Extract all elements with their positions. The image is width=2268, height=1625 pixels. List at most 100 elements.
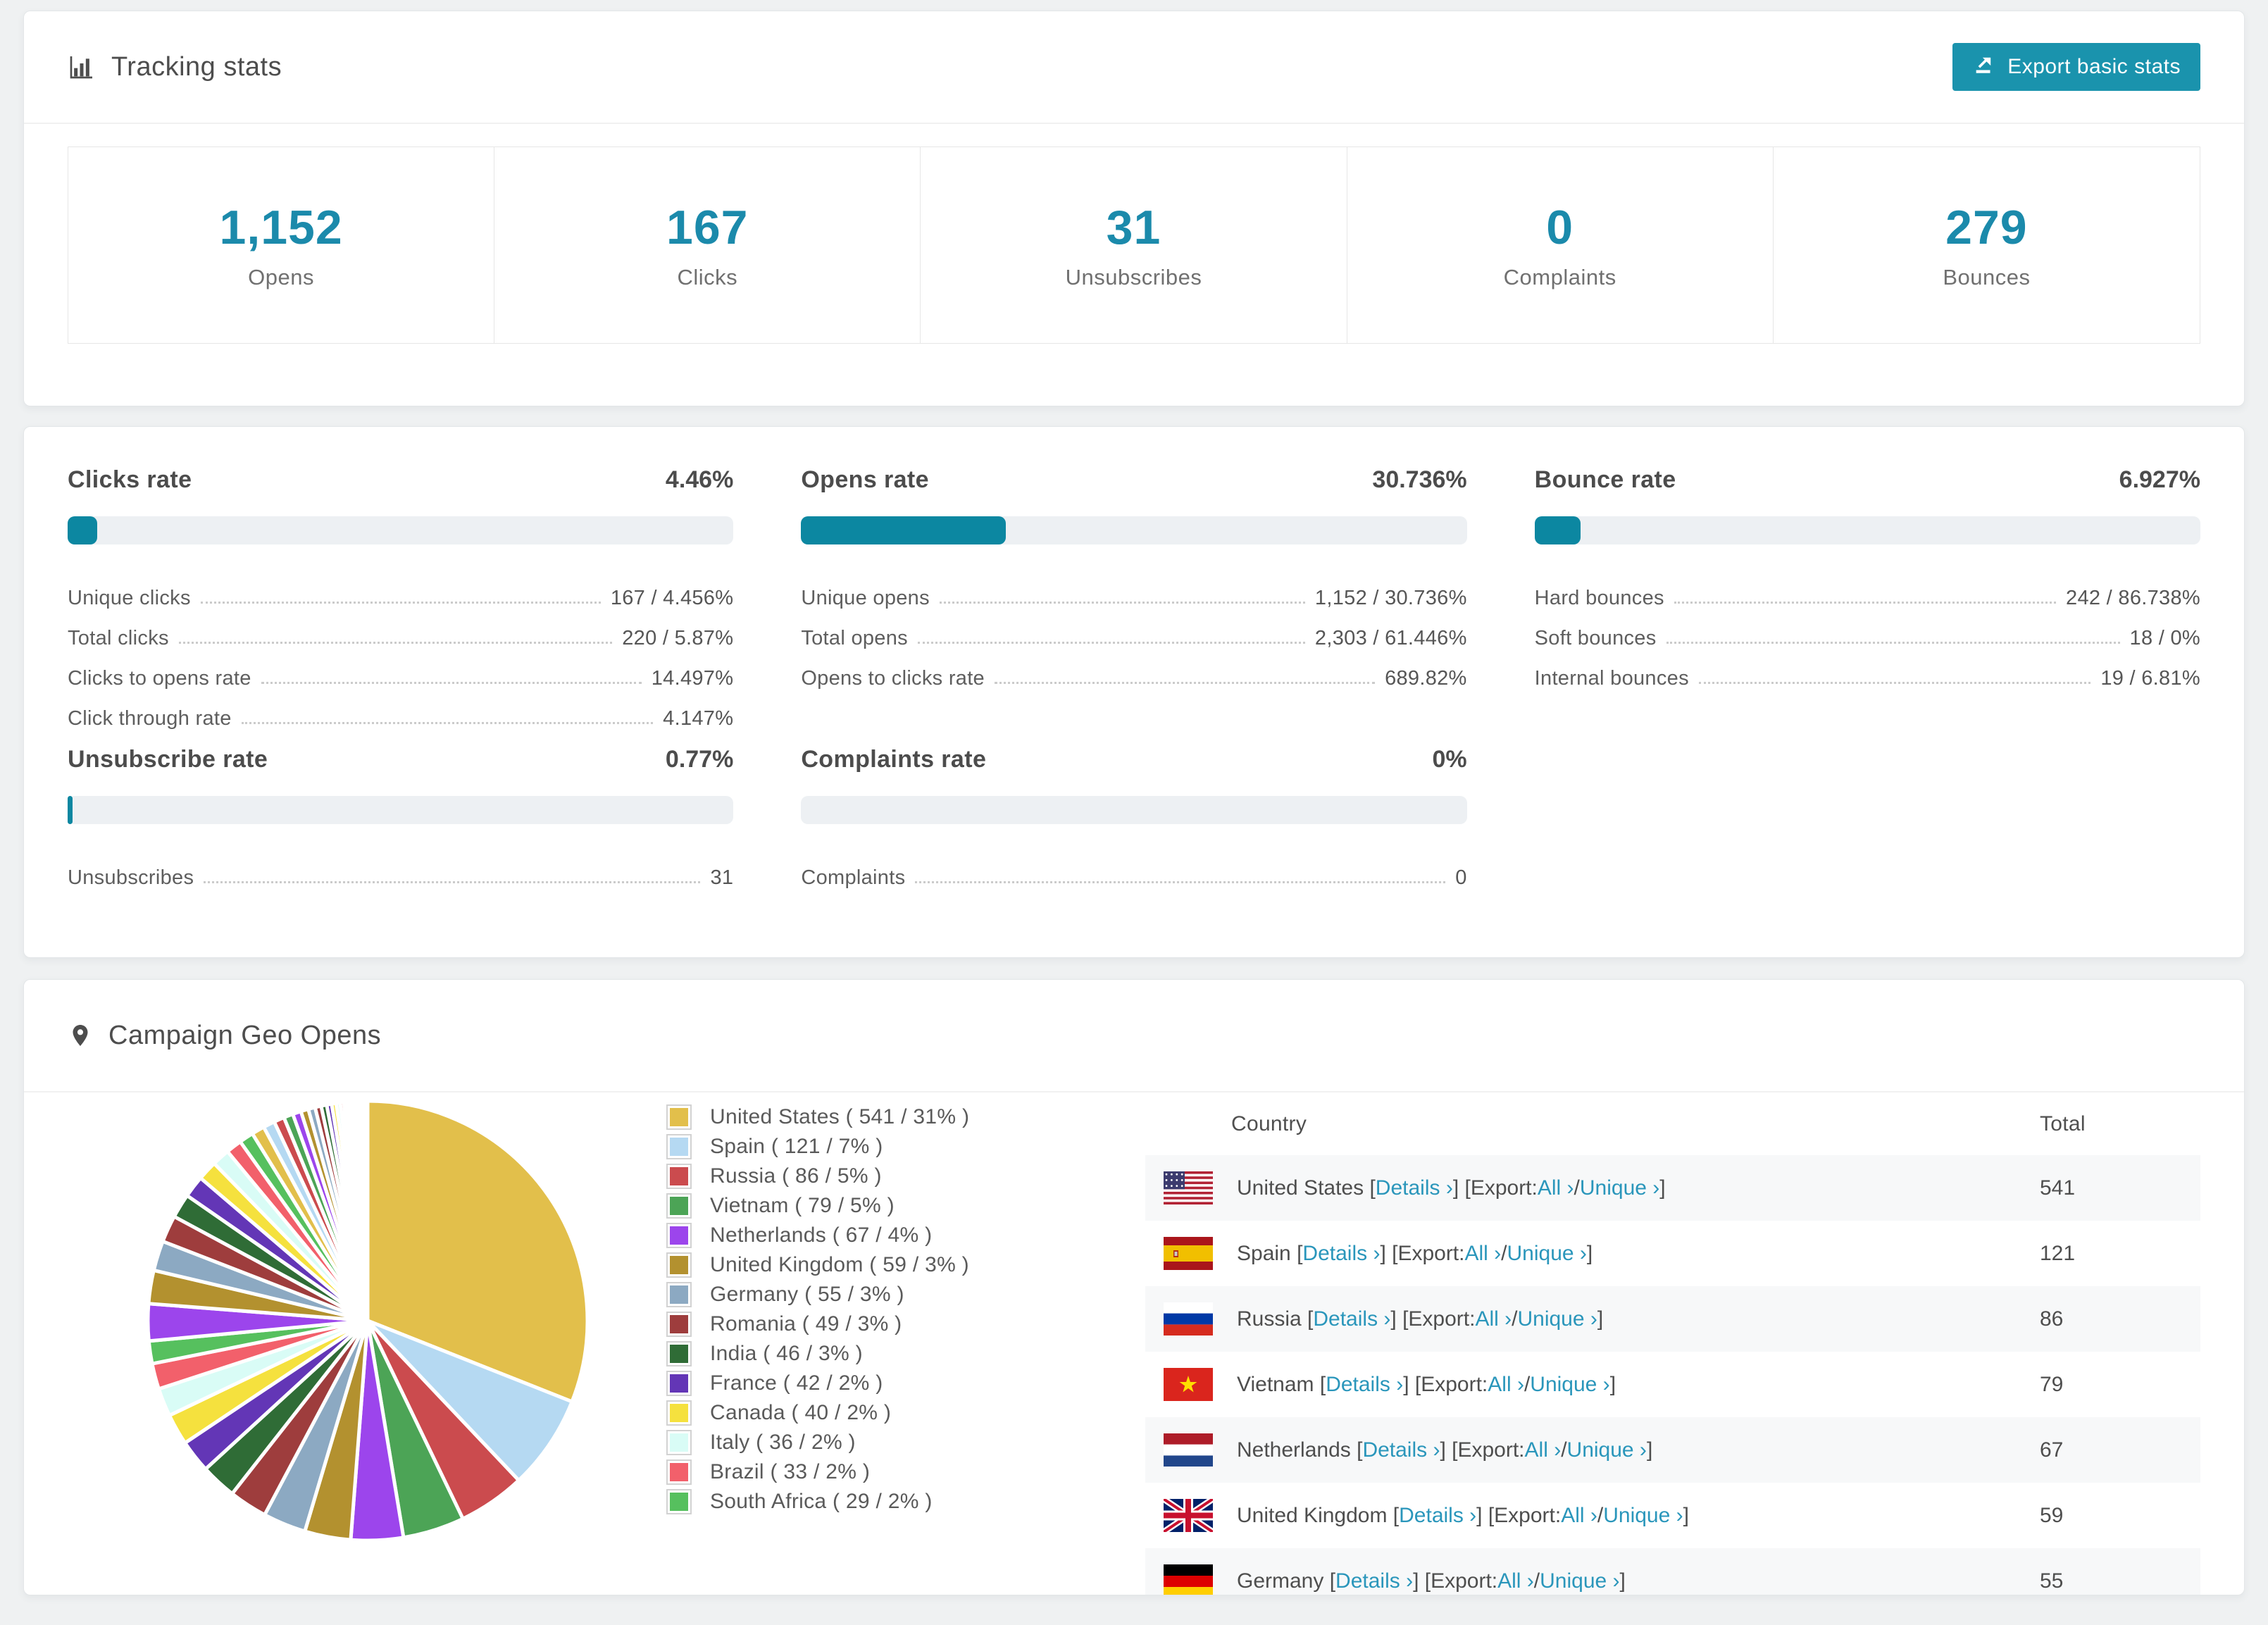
rate-percent-value: 30.736%: [1372, 466, 1467, 493]
rate-stat-value: 689.82%: [1385, 667, 1467, 690]
country-cell: Vietnam [Details ›] [Export: All › / Uni…: [1145, 1368, 2040, 1401]
legend-item: United Kingdom ( 59 / 3% ): [666, 1250, 969, 1280]
dotted-leader: [204, 881, 701, 883]
legend-label: Netherlands ( 67 / 4% ): [710, 1224, 933, 1247]
legend-label: Italy ( 36 / 2% ): [710, 1431, 856, 1454]
country-cell: Netherlands [Details ›] [Export: All › /…: [1145, 1433, 2040, 1467]
stat-value: 279: [1945, 201, 2028, 254]
page-title: Tracking stats: [111, 51, 282, 82]
rate-percent-value: 0%: [1432, 746, 1467, 773]
details-link[interactable]: Details ›: [1313, 1307, 1391, 1331]
legend-swatch: [666, 1371, 692, 1396]
export-unique-link[interactable]: Unique ›: [1603, 1503, 1683, 1527]
rate-stat-row: Unsubscribes 31: [68, 849, 733, 890]
bracket-text: ] [Export:: [1390, 1307, 1476, 1331]
rate-stat-value: 242 / 86.738%: [2066, 587, 2200, 609]
slash-text: /: [1597, 1503, 1604, 1527]
country-name: United Kingdom [: [1237, 1503, 1400, 1527]
legend-swatch: [666, 1104, 692, 1130]
legend-swatch: [666, 1134, 692, 1159]
progress-bar-fill: [801, 516, 1006, 544]
rate-stat-label: Click through rate: [68, 707, 232, 730]
progress-bar-fill: [68, 796, 73, 824]
country-name: Vietnam [: [1237, 1372, 1326, 1396]
details-link[interactable]: Details ›: [1362, 1438, 1440, 1462]
rate-block: Bounce rate 6.927% Hard bounces 242 / 86.73…: [1534, 466, 2200, 730]
export-unique-link[interactable]: Unique ›: [1507, 1241, 1587, 1265]
rate-stat-row: Complaints 0: [801, 849, 1466, 890]
legend-label: Canada ( 40 / 2% ): [710, 1401, 892, 1424]
details-link[interactable]: Details ›: [1302, 1241, 1381, 1265]
details-link[interactable]: Details ›: [1399, 1503, 1477, 1527]
legend-swatch: [666, 1459, 692, 1485]
rate-stat-value: 220 / 5.87%: [622, 627, 734, 649]
slash-text: /: [1574, 1176, 1580, 1200]
export-unique-link[interactable]: Unique ›: [1566, 1438, 1647, 1462]
progress-bar: [68, 516, 734, 544]
bar-chart-icon: [68, 53, 96, 81]
export-all-link[interactable]: All ›: [1475, 1307, 1512, 1331]
export-icon: [1972, 52, 1996, 82]
rate-stat-value: 167 / 4.456%: [610, 587, 734, 609]
export-unique-link[interactable]: Unique ›: [1517, 1307, 1597, 1331]
details-link[interactable]: Details ›: [1335, 1569, 1414, 1593]
export-all-link[interactable]: All ›: [1561, 1503, 1597, 1527]
export-unique-link[interactable]: Unique ›: [1579, 1176, 1660, 1200]
tracking-stats-card: Tracking stats Export basic stats 1,152 O…: [23, 11, 2245, 406]
rate-stat-value: 19 / 6.81%: [2100, 667, 2200, 690]
table-row-vn: Vietnam [Details ›] [Export: All › / Uni…: [1145, 1352, 2200, 1417]
details-link[interactable]: Details ›: [1375, 1176, 1453, 1200]
bracket-close-text: ]: [1609, 1372, 1616, 1396]
progress-bar: [68, 796, 734, 824]
export-all-link[interactable]: All ›: [1497, 1569, 1534, 1593]
legend-swatch: [666, 1223, 692, 1248]
stat-label: Clicks: [677, 265, 738, 289]
rate-title-row: Clicks rate 4.46%: [68, 466, 733, 494]
export-unique-link[interactable]: Unique ›: [1530, 1372, 1610, 1396]
export-all-link[interactable]: All ›: [1524, 1438, 1562, 1462]
geo-table-header: Country Total: [1145, 1092, 2200, 1155]
export-all-link[interactable]: All ›: [1488, 1372, 1524, 1396]
total-value: 59: [2040, 1503, 2064, 1527]
legend-item: Italy ( 36 / 2% ): [666, 1428, 969, 1457]
rate-title-row: Complaints rate 0%: [801, 746, 1466, 773]
rates-card: Clicks rate 4.46% Unique clicks 167 / 4.456…: [23, 426, 2245, 958]
rate-rows: Unique clicks 167 / 4.456% Total clicks 220…: [68, 570, 733, 730]
legend-swatch-color: [670, 1374, 688, 1393]
rate-title: Opens rate: [801, 466, 929, 493]
export-all-link[interactable]: All ›: [1464, 1241, 1502, 1265]
progress-bar-fill: [68, 516, 98, 544]
rate-stat-value: 18 / 0%: [2129, 627, 2200, 649]
bracket-close-text: ]: [1683, 1503, 1689, 1527]
flag-us-icon: [1164, 1171, 1213, 1204]
export-unique-link[interactable]: Unique ›: [1540, 1569, 1620, 1593]
legend-swatch-color: [670, 1226, 688, 1245]
export-basic-stats-button[interactable]: Export basic stats: [1952, 43, 2200, 91]
legend-swatch-color: [670, 1345, 688, 1363]
stat-label: Complaints: [1503, 265, 1616, 289]
tracking-stats-title-group: Tracking stats: [68, 52, 282, 82]
stat-value: 0: [1546, 201, 1574, 254]
geo-title-group: Campaign Geo Opens: [68, 1021, 381, 1051]
legend-swatch: [666, 1193, 692, 1219]
bracket-text: ] [Export:: [1413, 1569, 1498, 1593]
rate-stat-label: Unique clicks: [68, 587, 191, 609]
total-value: 541: [2040, 1176, 2076, 1200]
rate-stat-label: Opens to clicks rate: [801, 667, 985, 690]
details-link[interactable]: Details ›: [1326, 1372, 1404, 1396]
bracket-close-text: ]: [1659, 1176, 1666, 1200]
stat-box-complaints: 0 Complaints: [1347, 147, 1774, 343]
stat-label: Unsubscribes: [1065, 265, 1202, 289]
export-all-link[interactable]: All ›: [1537, 1176, 1574, 1200]
country-name: United States [: [1237, 1176, 1376, 1200]
dotted-leader: [915, 881, 1446, 883]
rate-stat-label: Unsubscribes: [68, 866, 194, 889]
legend-label: Vietnam ( 79 / 5% ): [710, 1194, 895, 1217]
rate-percent-value: 0.77%: [665, 746, 734, 773]
rate-block: Opens rate 30.736% Unique opens 1,152 / 30.…: [801, 466, 1467, 730]
rate-stat-row: Hard bounces 242 / 86.738%: [1535, 570, 2200, 610]
pie-legend: United States ( 541 / 31% ) Spain ( 121 /…: [666, 1102, 969, 1517]
bracket-text: ] [Export:: [1476, 1503, 1562, 1527]
stat-label: Bounces: [1943, 265, 2031, 289]
pie-slice-other: [365, 1099, 370, 1323]
